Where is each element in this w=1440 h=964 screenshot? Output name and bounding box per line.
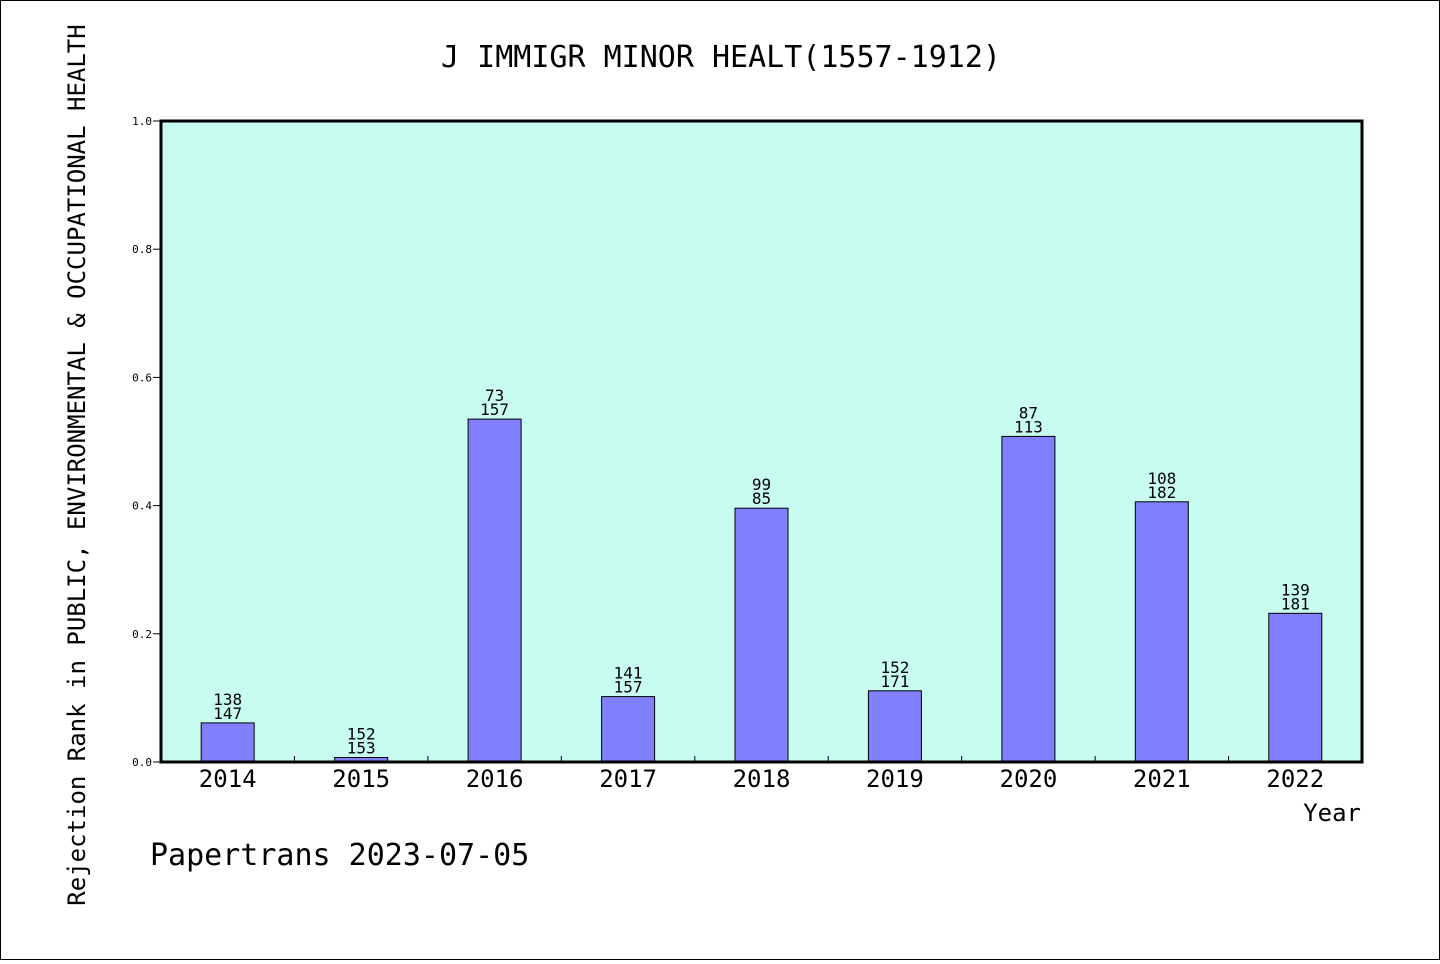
x-tick-label-2021: 2021 — [1133, 765, 1191, 793]
y-tick-label-0.4: 0.4 — [132, 500, 152, 513]
x-ticks-group: 2014 2015 2016 2017 2018 2019 2020 2021 2022 — [199, 756, 1324, 793]
bar-label-bottom-2021: 182 — [1147, 483, 1176, 502]
x-tick-label-2017: 2017 — [599, 765, 657, 793]
bars-group: 1381471521537315714115799851521718711310… — [200, 386, 1323, 763]
x-tick-label-2022: 2022 — [1266, 765, 1324, 793]
bar-label-top-2021: 108 — [1147, 469, 1176, 488]
bar-label-bottom-2017: 157 — [614, 678, 643, 697]
credit-text: Papertrans 2023-07-05 — [150, 838, 529, 873]
bar-label-bottom-2018: 85 — [752, 489, 771, 508]
plot-border — [159, 119, 1364, 764]
bar-label-top-2018: 99 — [752, 475, 771, 494]
bar-label-top-2019: 152 — [880, 658, 909, 677]
y-tick-label-0.8: 0.8 — [132, 243, 152, 256]
x-tick-label-2015: 2015 — [332, 765, 390, 793]
y-ticks-group: 0.0 0.2 0.4 0.6 0.8 1.0 — [132, 115, 161, 769]
bar-2022 — [1268, 612, 1323, 763]
bar-2019 — [867, 690, 922, 763]
bar-label-bottom-2020: 113 — [1014, 417, 1043, 436]
bar-label-bottom-2014: 147 — [213, 704, 242, 723]
y-tick-label-0.6: 0.6 — [132, 371, 152, 384]
x-tick-label-2014: 2014 — [199, 765, 257, 793]
bar-2014 — [200, 722, 255, 763]
y-tick-label-0.0: 0.0 — [132, 756, 152, 769]
x-tick-label-2016: 2016 — [466, 765, 524, 793]
bar-label-top-2017: 141 — [614, 664, 643, 683]
bar-label-bottom-2016: 157 — [480, 400, 509, 419]
bar-2016 — [467, 418, 522, 763]
x-tick-label-2020: 2020 — [1000, 765, 1058, 793]
bar-label-top-2016: 73 — [485, 386, 504, 405]
bar-label-bottom-2015: 153 — [347, 739, 376, 758]
x-axis-label: Year — [1303, 799, 1361, 827]
y-tick-label-1.0: 1.0 — [132, 115, 152, 128]
bar-2021 — [1134, 501, 1189, 763]
bar-label-top-2015: 152 — [347, 725, 376, 744]
bar-label-bottom-2022: 181 — [1281, 594, 1310, 613]
x-tick-label-2018: 2018 — [733, 765, 791, 793]
bar-label-top-2020: 87 — [1019, 403, 1038, 422]
bar-2017 — [601, 696, 656, 763]
bar-2018 — [734, 507, 789, 763]
y-tick-label-0.2: 0.2 — [132, 628, 152, 641]
bar-2020 — [1001, 435, 1056, 763]
y-axis-label: Rejection Rank in PUBLIC, ENVIRONMENTAL … — [63, 24, 91, 905]
x-tick-label-2019: 2019 — [866, 765, 924, 793]
bar-label-bottom-2019: 171 — [880, 672, 909, 691]
chart-title: J IMMIGR MINOR HEALT(1557-1912) — [441, 40, 1001, 75]
bar-label-top-2014: 138 — [213, 690, 242, 709]
bar-label-top-2022: 139 — [1281, 580, 1310, 599]
